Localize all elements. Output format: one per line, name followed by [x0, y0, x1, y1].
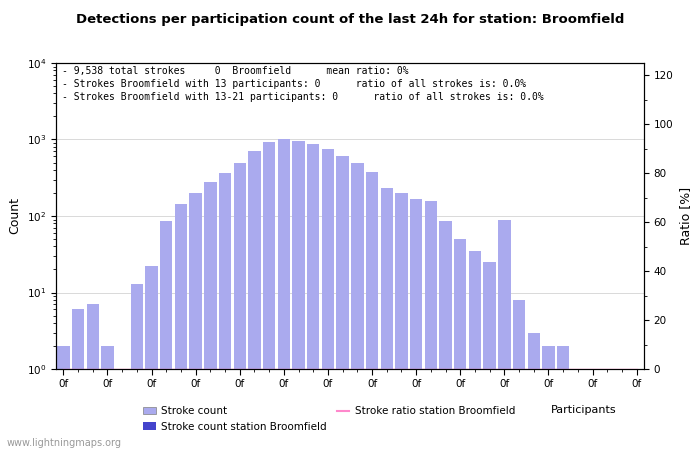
Bar [395, 193, 407, 450]
Bar [146, 266, 158, 450]
Bar [601, 446, 613, 450]
Text: - 9,538 total strokes     0  Broomfield      mean ratio: 0%
- Strokes Broomfield: - 9,538 total strokes 0 Broomfield mean … [62, 66, 544, 103]
Bar [190, 193, 202, 450]
Y-axis label: Ratio [%]: Ratio [%] [679, 187, 692, 245]
Bar [587, 446, 598, 450]
Bar [57, 346, 69, 450]
Bar [248, 151, 260, 450]
Bar [454, 239, 466, 450]
Bar [219, 172, 231, 450]
Text: www.lightningmaps.org: www.lightningmaps.org [7, 437, 122, 447]
Bar [204, 182, 216, 450]
Bar [557, 346, 569, 450]
Text: Detections per participation count of the last 24h for station: Broomfield: Detections per participation count of th… [76, 14, 624, 27]
Bar [498, 220, 510, 450]
Bar [263, 142, 275, 450]
Bar [102, 346, 113, 450]
Bar [469, 251, 481, 450]
Bar [293, 141, 304, 450]
Bar [484, 262, 496, 450]
Bar [572, 369, 584, 450]
Bar [440, 221, 452, 450]
Bar [87, 304, 99, 450]
Bar [160, 221, 172, 450]
Bar [381, 189, 393, 450]
Bar [131, 284, 143, 450]
Bar [542, 346, 554, 450]
Bar [278, 139, 290, 450]
Bar [410, 199, 422, 450]
Bar [366, 171, 378, 450]
Bar [513, 300, 525, 450]
Legend: Stroke count, Stroke count station Broomfield, Stroke ratio station Broomfield: Stroke count, Stroke count station Broom… [139, 402, 519, 436]
Bar [322, 149, 334, 450]
Bar [631, 446, 643, 450]
Y-axis label: Count: Count [8, 198, 21, 234]
Bar [175, 204, 187, 450]
Bar [234, 163, 246, 450]
Bar [528, 333, 540, 450]
Bar [307, 144, 319, 450]
Bar [351, 163, 363, 450]
Text: Participants: Participants [550, 405, 616, 415]
Bar [116, 369, 128, 450]
Bar [616, 446, 628, 450]
Bar [425, 202, 437, 450]
Bar [72, 310, 84, 450]
Bar [337, 157, 349, 450]
